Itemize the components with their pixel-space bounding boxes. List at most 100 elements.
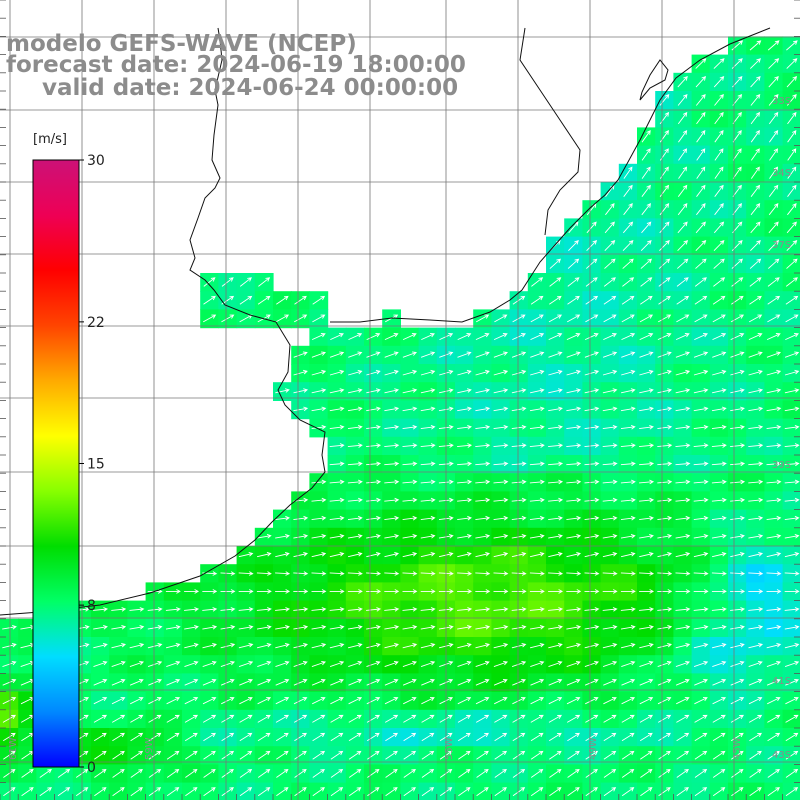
wind-arrow bbox=[420, 533, 436, 539]
wind-arrow bbox=[566, 479, 582, 485]
wind-arrow bbox=[493, 515, 509, 521]
wind-arrow bbox=[367, 787, 380, 797]
wind-arrow bbox=[676, 277, 689, 287]
wind-arrow bbox=[767, 295, 781, 305]
wind-arrow bbox=[312, 787, 325, 797]
wind-arrow bbox=[566, 406, 582, 412]
wind-arrow bbox=[787, 111, 797, 125]
wind-arrow bbox=[621, 333, 636, 341]
wind-arrow bbox=[566, 678, 581, 686]
wind-arrow bbox=[21, 787, 34, 797]
wind-arrow bbox=[511, 479, 527, 485]
wind-arrow bbox=[311, 551, 327, 558]
wind-arrow bbox=[220, 624, 236, 630]
wind-arrow bbox=[566, 388, 582, 394]
wind-arrow bbox=[329, 497, 345, 503]
wind-arrow bbox=[347, 642, 363, 649]
wind-arrow bbox=[584, 443, 600, 448]
wind-arrow bbox=[602, 461, 618, 467]
wind-arrow bbox=[748, 443, 764, 448]
wind-arrow bbox=[584, 406, 600, 412]
wind-arrow bbox=[403, 768, 416, 778]
wind-arrow bbox=[348, 660, 363, 668]
wind-arrow bbox=[256, 533, 272, 539]
wind-arrow bbox=[693, 497, 709, 503]
wind-arrow bbox=[787, 184, 797, 197]
wind-arrow bbox=[330, 333, 344, 341]
wind-arrow bbox=[730, 333, 745, 341]
wind-arrow bbox=[275, 589, 291, 594]
wind-arrow bbox=[730, 479, 746, 485]
wind-arrow bbox=[311, 424, 327, 430]
wind-arrow bbox=[675, 515, 691, 521]
wind-arrow bbox=[695, 76, 707, 88]
wind-arrow bbox=[730, 551, 745, 558]
wind-arrow bbox=[475, 696, 490, 705]
wind-arrow bbox=[766, 589, 782, 594]
wind-arrow bbox=[712, 295, 726, 305]
wind-arrow bbox=[750, 221, 761, 234]
wind-arrow bbox=[366, 660, 381, 668]
wind-arrow bbox=[403, 750, 417, 760]
wind-arrow bbox=[129, 678, 144, 686]
wind-arrow bbox=[696, 184, 706, 197]
wind-arrow bbox=[766, 551, 782, 558]
wind-arrow bbox=[257, 750, 271, 760]
wind-arrow bbox=[493, 551, 509, 558]
wind-arrow bbox=[585, 732, 599, 742]
wind-arrow bbox=[311, 678, 326, 686]
wind-arrow bbox=[767, 696, 781, 705]
wind-arrow bbox=[566, 571, 582, 576]
wind-arrow bbox=[675, 333, 690, 341]
wind-arrow bbox=[694, 714, 708, 723]
wind-arrow bbox=[420, 551, 436, 558]
wind-arrow bbox=[39, 787, 52, 797]
wind-arrow bbox=[330, 750, 344, 760]
wind-arrow bbox=[203, 277, 216, 287]
wind-arrow bbox=[258, 277, 271, 287]
wind-arrow bbox=[602, 571, 618, 576]
wind-arrow bbox=[602, 607, 618, 612]
wind-arrow bbox=[384, 660, 399, 668]
wind-arrow bbox=[184, 589, 200, 594]
wind-arrow bbox=[748, 696, 763, 705]
wind-arrow bbox=[766, 333, 781, 341]
wind-arrow bbox=[311, 369, 327, 376]
wind-arrow bbox=[402, 515, 418, 521]
title-forecast-date: forecast date: 2024-06-19 18:00:00 bbox=[6, 52, 466, 78]
wind-arrow bbox=[639, 607, 655, 612]
wind-arrow bbox=[750, 130, 760, 143]
wind-arrow bbox=[458, 750, 471, 760]
wind-arrow bbox=[312, 714, 326, 723]
wind-arrow bbox=[348, 388, 363, 394]
wind-arrow bbox=[585, 787, 598, 797]
wind-arrow bbox=[732, 166, 742, 179]
wind-arrow bbox=[712, 333, 727, 341]
wind-arrow bbox=[639, 696, 654, 705]
wind-arrow bbox=[675, 388, 691, 394]
wind-arrow bbox=[641, 221, 652, 234]
wind-arrow bbox=[329, 571, 345, 576]
wind-arrow bbox=[696, 166, 706, 179]
wind-arrow bbox=[748, 678, 763, 686]
wind-arrow bbox=[3, 750, 16, 760]
wind-arrow bbox=[604, 221, 615, 234]
wind-arrow bbox=[93, 642, 108, 649]
wind-arrow bbox=[166, 750, 180, 760]
wind-arrow bbox=[239, 696, 253, 705]
wind-arrow bbox=[293, 607, 309, 612]
wind-arrow bbox=[112, 750, 125, 760]
wind-arrow bbox=[694, 277, 707, 287]
wind-arrow bbox=[730, 624, 745, 630]
wind-arrow bbox=[658, 277, 671, 287]
wind-arrow bbox=[566, 642, 582, 649]
wind-arrow bbox=[348, 714, 362, 723]
wind-arrow bbox=[512, 732, 526, 742]
wind-arrow bbox=[512, 787, 526, 797]
wind-arrow bbox=[493, 589, 509, 594]
wind-arrow bbox=[787, 166, 797, 179]
wind-arrow bbox=[567, 750, 580, 760]
wind-arrow bbox=[657, 443, 673, 448]
wind-arrow bbox=[2, 678, 17, 686]
wind-arrow bbox=[457, 660, 472, 668]
